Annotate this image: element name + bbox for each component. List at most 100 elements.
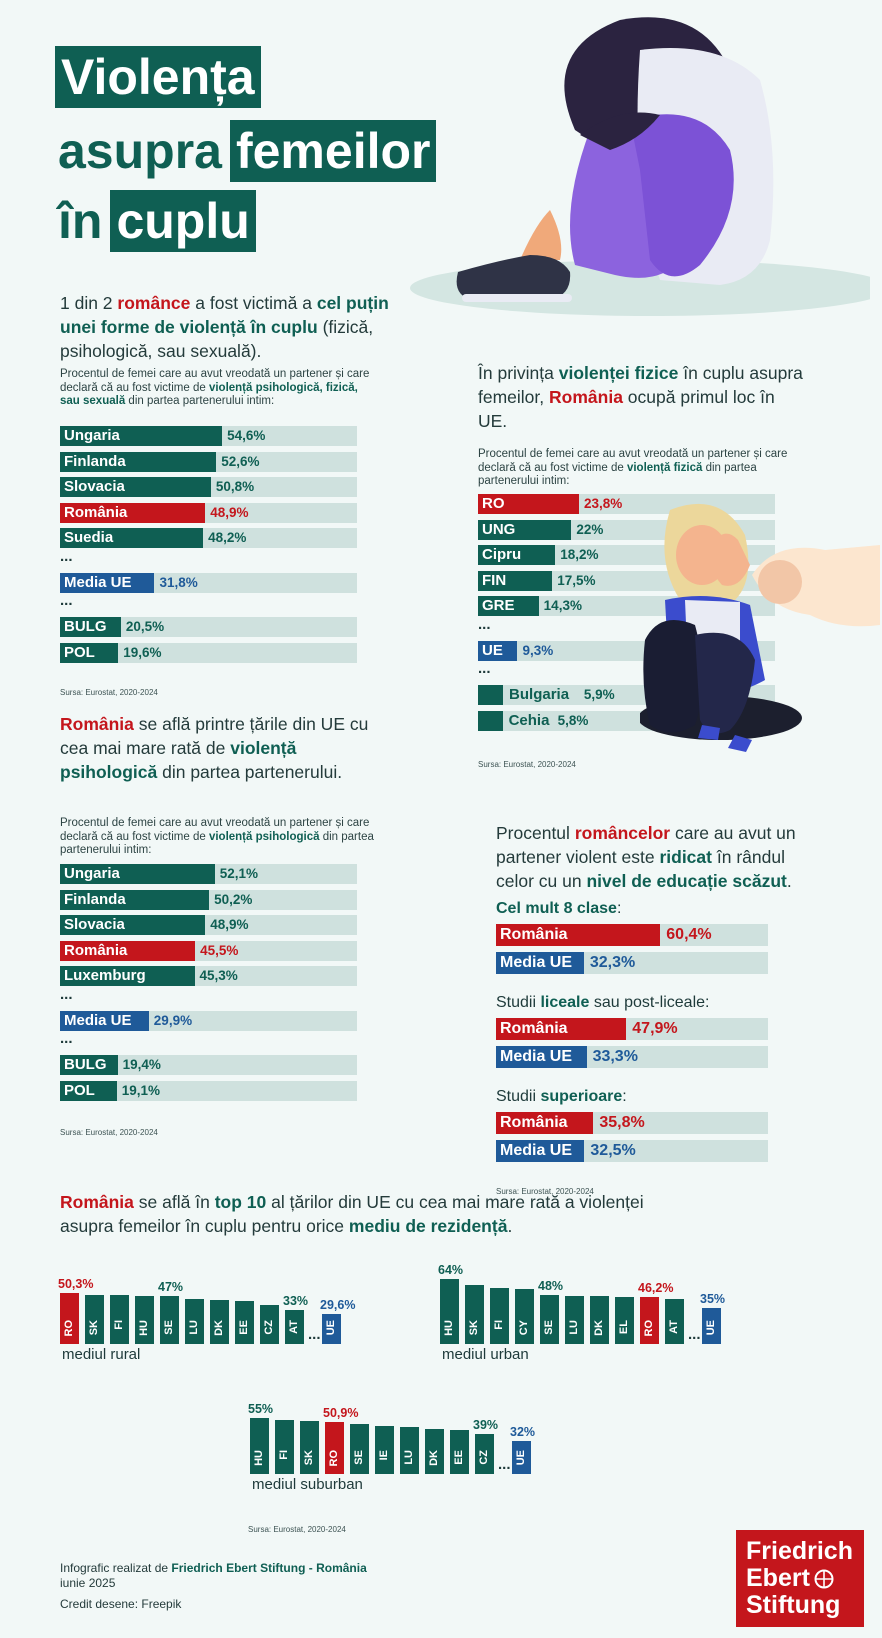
sec1-source: Sursa: Eurostat, 2020-2024 [60, 688, 158, 697]
bar-label: POL [64, 1081, 95, 1099]
bar [60, 502, 206, 523]
bar [350, 1424, 369, 1474]
bar-value-label: 9,3% [522, 642, 554, 658]
sec1-lead-bold: cel puțin unei forme de violență în cupl… [60, 293, 389, 337]
sec1-lead: 1 din 2 românce a fost victimă a cel puț… [60, 291, 400, 363]
bar-label: RO [63, 1320, 75, 1337]
bar-value-label: 19,6% [123, 644, 162, 660]
bar [512, 1441, 531, 1474]
bar-label: România [500, 1020, 568, 1037]
sec3-lead-mid: se află printre țările din UE cu cea mai… [60, 714, 369, 758]
bar-label: BULG [64, 618, 107, 635]
bar-value-label: 45,3% [199, 968, 238, 983]
bar-value-label: 52,6% [221, 453, 260, 469]
title-line-2: asupra femeilor [58, 120, 437, 182]
bar-row: Suedia 48,2% [60, 528, 357, 548]
bar-value-label: 47% [158, 1280, 184, 1295]
bar-row: Finlanda 50,2% [60, 889, 357, 910]
bar [400, 1427, 419, 1474]
bar [160, 1296, 179, 1344]
sec2-lead-bold: violenței fizice [558, 363, 679, 383]
bar [85, 1294, 104, 1344]
bar-label: UE [515, 1450, 527, 1466]
bar-row: BULG 20,5% [60, 617, 357, 637]
bar [110, 1295, 129, 1344]
bar-label: Media UE [500, 1142, 573, 1159]
bar [496, 924, 661, 946]
title-word-cuplu: cuplu [110, 190, 256, 252]
title-line-1: Violența [55, 46, 261, 108]
bar-value-label: 52,1% [219, 866, 259, 881]
bar-value-label: 39% [473, 1418, 499, 1433]
bar [322, 1313, 341, 1344]
gap-dots: ... [60, 1030, 73, 1047]
bar-value-label: 35% [700, 1292, 726, 1307]
sec3-desc: Procentul de femei care au avut vreodată… [60, 817, 390, 858]
gap-dots: ... [478, 660, 491, 677]
sec1-lead-mid: a fost victimă a [195, 293, 312, 313]
bar-value-label: 31,8% [159, 574, 198, 590]
group-title-post: : [616, 900, 622, 917]
defending-woman-illustration [640, 503, 880, 752]
bar [60, 940, 196, 961]
bar [60, 915, 206, 935]
bar [60, 966, 195, 986]
group-title-bold: Cel mult 8 clase [496, 900, 617, 917]
bar [478, 596, 539, 616]
sec3-desc-bold: violență psihologică [208, 830, 320, 843]
bar [450, 1430, 469, 1474]
bar-label: SK [88, 1320, 100, 1336]
bar [496, 1140, 585, 1162]
bar-value-label: 55% [248, 1401, 274, 1416]
bar-label: AT [288, 1320, 300, 1334]
bar [60, 1055, 118, 1075]
bar-value-label: 18,2% [560, 547, 599, 562]
bar [478, 545, 556, 565]
bar-row: România 47,9% [496, 1018, 768, 1040]
bar [565, 1295, 584, 1344]
bar-label: Media UE [64, 1011, 132, 1029]
bar-label: SK [468, 1320, 480, 1336]
bar-label: DK [213, 1320, 225, 1336]
sec3-lead-red: România [60, 714, 134, 734]
bar-label: SE [543, 1320, 555, 1335]
sec2-lead: În privința violenței fizice în cuplu as… [478, 361, 808, 433]
gap-dots: ... [688, 1326, 701, 1343]
page-title: Violența [55, 46, 261, 108]
bar-row: Media UE 32,5% [496, 1140, 768, 1162]
bar-row: Media UE 31,8% [60, 572, 357, 593]
bar-label: FIN [482, 571, 507, 589]
bar [478, 640, 518, 661]
education-group-title: Cel mult 8 clase: [496, 900, 621, 918]
sec2-lead-post: ocupă primul loc în UE. [478, 387, 775, 431]
group-title-pre: Studii [496, 1088, 541, 1105]
bar-value-label: 50,3% [58, 1276, 94, 1291]
sec4-lead: Procentul româncelor care au avut un par… [496, 821, 826, 893]
sec3-lead-bold: violență psihologică [60, 738, 297, 782]
sec1-lead-post: (fizică, psihologică, sau sexuală). [60, 317, 374, 361]
bar-label: Media UE [500, 1048, 573, 1065]
chart-education: Cel mult 8 clase: România 60,4% Media UE 32,… [496, 900, 806, 1170]
sitting-woman-illustration [410, 17, 870, 316]
bar [478, 710, 503, 731]
sec1-lead-red: românce [117, 293, 191, 313]
bar-row: România 48,9% [60, 502, 357, 523]
bar [60, 1080, 117, 1101]
sec1-lead-pre: 1 din 2 [60, 293, 113, 313]
sec2-source: Sursa: Eurostat, 2020-2024 [478, 760, 576, 769]
bar-label: Media UE [500, 954, 573, 971]
bar-value-label: 48,9% [210, 917, 249, 932]
title-line-3: în cuplu [58, 190, 256, 252]
title-word-in: în [58, 193, 103, 249]
bar [475, 1434, 494, 1474]
bar-label: DK [593, 1320, 605, 1336]
bar-label: Slovacia [64, 916, 125, 933]
bar-row: Finlanda 52,6% [60, 451, 357, 472]
bar-row: Slovacia 50,8% [60, 477, 357, 497]
bar-label: Cipru [482, 546, 522, 563]
bar [185, 1298, 204, 1344]
bar-label: UE [482, 641, 503, 659]
bar [702, 1308, 721, 1344]
bar-label: SE [353, 1450, 365, 1465]
bar-label: FI [493, 1320, 505, 1330]
